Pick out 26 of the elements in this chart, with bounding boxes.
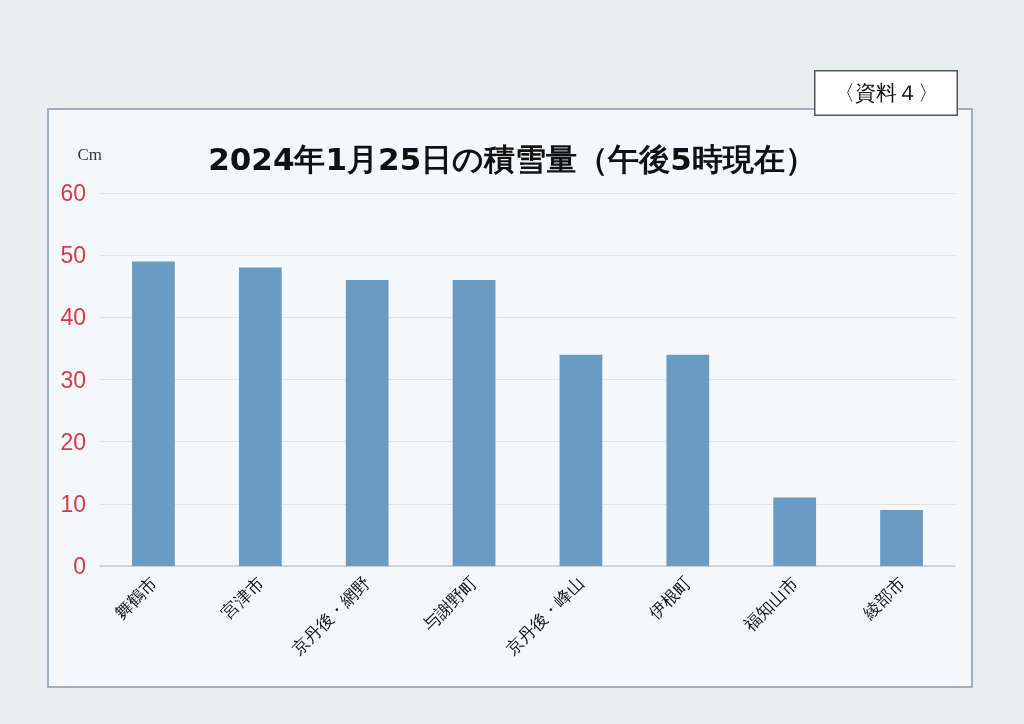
bar	[880, 510, 923, 566]
x-tick-label: 京丹後・峰山	[501, 572, 589, 660]
chart-title: 2024年1月25日の積雪量（午後5時現在）	[208, 140, 816, 177]
x-tick-label: 京丹後・網野	[287, 572, 375, 660]
bar	[238, 267, 282, 566]
bar	[773, 497, 817, 566]
y-tick-label: 20	[60, 428, 86, 455]
bar	[666, 354, 710, 566]
bar	[345, 280, 389, 566]
x-tick-label: 福知山市	[739, 572, 802, 636]
x-tick-label: 宮津市	[217, 572, 268, 624]
bar	[132, 261, 175, 566]
y-tick-label: 50	[60, 242, 86, 269]
bar	[452, 280, 496, 566]
text: 〈資料４〉	[833, 81, 939, 105]
y-tick-label: 30	[60, 366, 86, 393]
y-axis-title: Cm	[77, 145, 102, 164]
x-tick-label: 舞鶴市	[110, 572, 161, 624]
x-tick-label: 与謝野町	[418, 572, 482, 636]
bar	[559, 354, 603, 566]
y-tick-label: 10	[60, 490, 86, 517]
y-tick-label: 40	[60, 304, 86, 331]
y-tick-label: 60	[60, 180, 86, 206]
x-tick-label: 伊根町	[644, 572, 695, 624]
x-tick-label: 綾部市	[857, 572, 909, 624]
y-tick-label: 0	[73, 553, 86, 579]
